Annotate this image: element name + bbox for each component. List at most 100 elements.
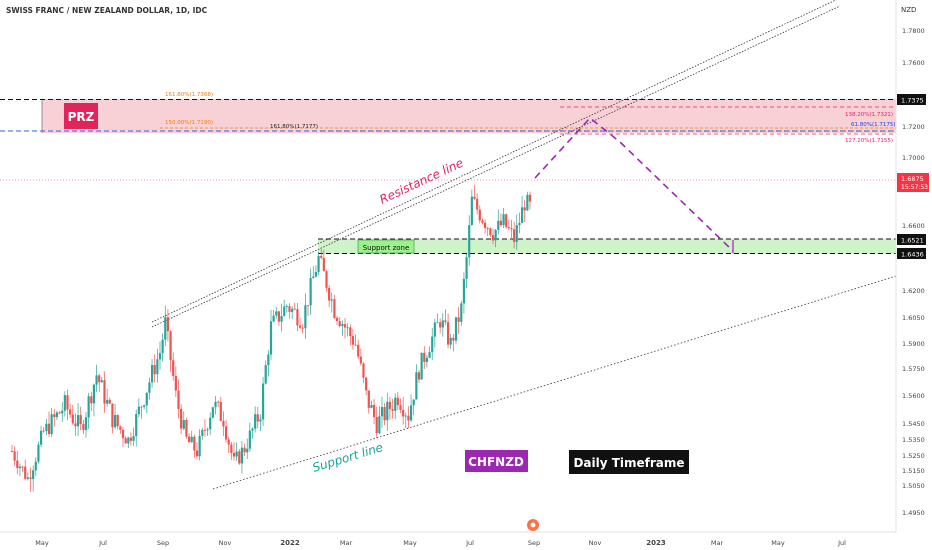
candle-body <box>473 196 476 199</box>
chart-title: SWISS FRANC / NEW ZEALAND DOLLAR, 1D, ID… <box>6 6 208 15</box>
candle-body <box>444 320 447 323</box>
candle-body <box>119 426 122 430</box>
candle-body <box>106 399 109 404</box>
price-tick-label: 1.7000 <box>902 154 925 162</box>
candle-body <box>34 461 37 471</box>
candle-body <box>211 407 214 418</box>
candle-body <box>462 278 466 304</box>
resistance-line-upper[interactable] <box>151 0 840 323</box>
candle-body <box>502 214 505 226</box>
fib-label-1272: 127.20%(1.7155) <box>845 138 893 144</box>
price-tick-label: 1.5350 <box>902 436 925 444</box>
candle-body <box>79 415 82 425</box>
candle-body <box>148 382 151 393</box>
price-tag-16436-text: 1.6436 <box>901 251 924 259</box>
time-axis[interactable]: May Jul Sep Nov 2022 Mar May Jul Sep Nov 2023 Mar Ma… <box>35 539 846 547</box>
price-tick-label: 1.5150 <box>902 467 925 475</box>
candle-body <box>494 229 497 241</box>
candle-body <box>219 401 222 421</box>
candle-body <box>520 207 524 224</box>
candle-body <box>182 420 185 429</box>
candle-body <box>140 406 143 408</box>
candle-body <box>436 322 439 324</box>
candle-body <box>259 419 262 422</box>
price-tag-16521-text: 1.6521 <box>901 237 924 245</box>
candle-body <box>246 448 249 453</box>
support-line[interactable] <box>212 275 897 490</box>
candle-body <box>82 424 85 430</box>
candle-body <box>230 444 233 453</box>
candle-body <box>37 444 40 462</box>
candle-body <box>460 303 463 322</box>
resistance-line-lower[interactable] <box>151 5 841 328</box>
candle-body <box>121 429 125 439</box>
prz-label-box <box>64 103 98 129</box>
price-tick-label: 1.5250 <box>902 452 925 460</box>
candle-body <box>26 477 29 479</box>
candle-body <box>375 417 378 434</box>
candle-body <box>16 460 19 469</box>
candle-body <box>145 392 148 406</box>
fib-label-618: 61.80%(1.7175) <box>851 122 896 128</box>
candle-body <box>137 406 140 414</box>
time-tick-label: 2022 <box>280 539 300 547</box>
candle-body <box>164 317 167 340</box>
candle-body <box>32 470 35 480</box>
time-tick-label: Jul <box>837 539 846 547</box>
price-tag-16436 <box>897 248 926 259</box>
candle-body <box>42 430 45 432</box>
candle-body <box>116 415 119 427</box>
candle-body <box>71 414 74 424</box>
candle-body <box>127 437 130 444</box>
candle-body <box>497 220 500 230</box>
symbol-label-box <box>465 450 528 472</box>
candle-body <box>518 223 521 226</box>
support-zone <box>318 239 896 254</box>
candle-body <box>298 325 302 328</box>
candle-body <box>409 405 413 421</box>
candle-body <box>180 408 183 429</box>
candle-body <box>423 352 426 362</box>
candle-body <box>491 235 495 241</box>
time-tick-label: May <box>403 539 417 547</box>
candle-body <box>240 447 244 464</box>
candle-body <box>386 401 389 421</box>
candle-body <box>201 429 204 436</box>
candle-body <box>351 336 355 345</box>
time-tick-label: Jul <box>465 539 474 547</box>
candle-body <box>251 428 254 431</box>
candle-body <box>166 317 170 332</box>
candle-body <box>187 436 191 443</box>
candle-body <box>510 228 513 230</box>
candle-body <box>357 344 360 357</box>
candle-body <box>312 276 315 279</box>
candle-body <box>50 414 53 435</box>
candle-body <box>338 321 341 327</box>
candle-body <box>515 225 518 242</box>
candle-body <box>446 322 450 345</box>
candle-body <box>359 356 362 364</box>
timeframe-label: Daily Timeframe <box>573 456 684 470</box>
price-tick-label: 1.6200 <box>902 287 925 295</box>
candle-body <box>261 383 265 420</box>
candle-body <box>454 317 458 341</box>
candle-body <box>13 451 16 461</box>
candle-body <box>465 257 468 279</box>
candle-body <box>396 397 399 406</box>
candle-body <box>21 466 24 468</box>
fib-label-1382: 138.20%(1.7321) <box>845 112 893 118</box>
candle-body <box>47 423 51 435</box>
candle-body <box>283 306 286 316</box>
candle-body <box>317 255 320 272</box>
candle-body <box>45 423 48 432</box>
candle-body <box>161 339 164 354</box>
time-tick-label: 2023 <box>646 539 666 547</box>
candle-body <box>365 377 368 391</box>
candle-body <box>412 399 415 406</box>
candle-body <box>367 390 370 408</box>
candle-body <box>193 436 196 451</box>
candle-body <box>224 426 228 440</box>
price-tick-label: 1.5050 <box>902 482 925 490</box>
candle-body <box>209 417 212 430</box>
